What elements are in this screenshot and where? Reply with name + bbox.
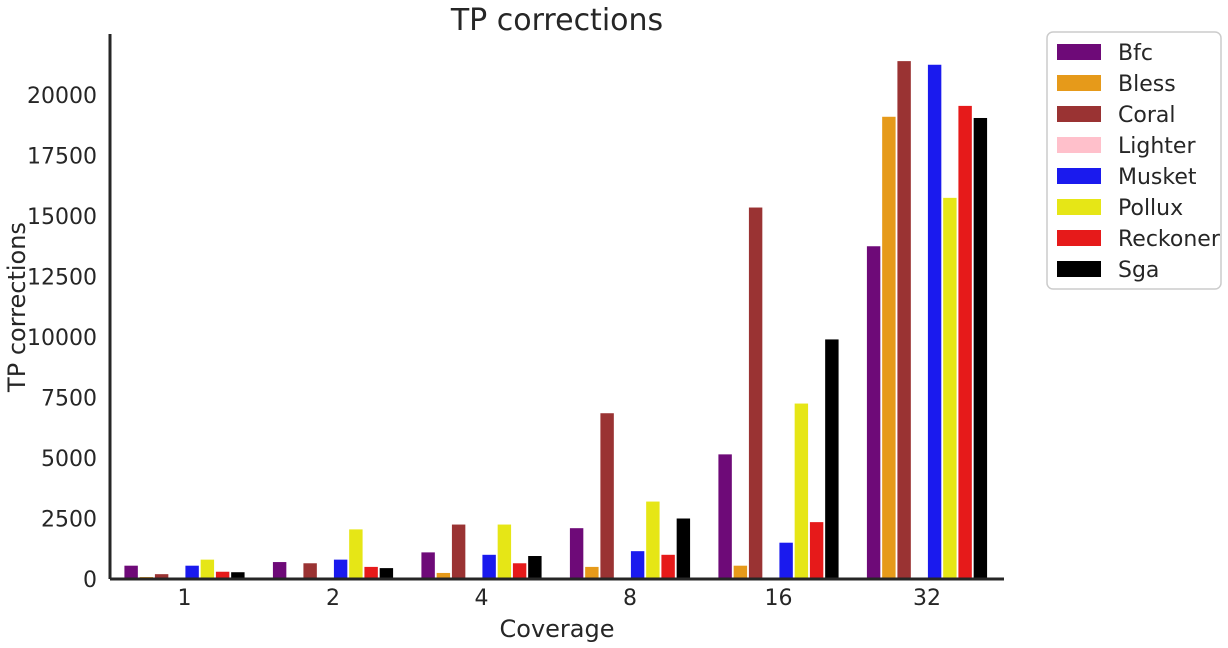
bar-bfc-32 xyxy=(866,246,881,579)
legend-label-coral: Coral xyxy=(1118,103,1175,128)
bar-bfc-1 xyxy=(124,565,138,579)
y-tick-label: 20000 xyxy=(27,84,97,109)
bar-bless-16 xyxy=(733,565,748,579)
legend-label-sga: Sga xyxy=(1118,258,1159,283)
bar-bfc-4 xyxy=(421,552,435,579)
legend-frame xyxy=(1046,31,1222,290)
y-tick-label: 10000 xyxy=(27,326,97,351)
x-tick-label: 4 xyxy=(475,586,489,611)
bar-reckoner-2 xyxy=(364,566,378,579)
bar-sga-16 xyxy=(825,339,839,579)
y-tick-label: 12500 xyxy=(27,266,97,291)
bar-bfc-16 xyxy=(718,454,732,579)
bar-reckoner-8 xyxy=(661,554,675,579)
y-tick-label: 0 xyxy=(83,568,97,593)
bar-bfc-8 xyxy=(569,528,584,579)
bar-coral-2 xyxy=(303,563,317,579)
legend: Bfc Bless Coral Lighter Musket Pollux Reckoner… xyxy=(1046,31,1222,290)
y-tick-label: 15000 xyxy=(27,205,97,230)
legend-swatch-reckoner xyxy=(1057,230,1101,246)
legend-swatch-coral xyxy=(1057,106,1101,122)
legend-label-lighter: Lighter xyxy=(1118,134,1196,159)
bar-bless-4 xyxy=(436,572,451,579)
bar-bless-32 xyxy=(882,116,896,579)
y-tick-label: 17500 xyxy=(27,145,97,170)
y-ticks: 0 2500 5000 7500 10000 12500 15000 17500 20000 xyxy=(27,84,97,593)
bar-reckoner-4 xyxy=(512,563,527,579)
legend-swatch-musket xyxy=(1057,168,1101,184)
legend-swatch-bless xyxy=(1057,75,1101,91)
bar-pollux-16 xyxy=(794,403,809,579)
bar-pollux-4 xyxy=(497,524,512,579)
bar-coral-1 xyxy=(154,574,169,579)
bar-musket-2 xyxy=(333,559,348,579)
legend-swatch-pollux xyxy=(1057,199,1101,215)
bar-sga-4 xyxy=(528,556,542,579)
bar-pollux-2 xyxy=(349,529,363,579)
bar-coral-16 xyxy=(748,207,763,579)
bar-sga-2 xyxy=(379,568,394,579)
bar-pollux-1 xyxy=(200,559,215,579)
bar-coral-32 xyxy=(897,61,911,580)
x-tick-label: 1 xyxy=(178,586,192,611)
bar-pollux-8 xyxy=(646,501,660,579)
bar-musket-16 xyxy=(779,542,793,579)
legend-swatch-lighter xyxy=(1057,137,1101,153)
bar-reckoner-1 xyxy=(215,571,230,579)
legend-swatch-sga xyxy=(1057,261,1101,277)
legend-label-bfc: Bfc xyxy=(1118,41,1153,66)
x-axis-label: Coverage xyxy=(500,615,615,643)
bar-coral-4 xyxy=(451,524,466,579)
bar-sga-8 xyxy=(676,518,691,579)
bar-sga-1 xyxy=(231,572,245,579)
bar-bless-8 xyxy=(585,566,599,579)
bar-bfc-2 xyxy=(272,562,287,579)
bar-musket-1 xyxy=(185,565,199,579)
legend-label-reckoner: Reckoner xyxy=(1118,227,1221,252)
x-tick-label: 2 xyxy=(326,586,340,611)
x-ticks: 1 2 4 8 16 32 xyxy=(178,586,942,611)
bar-pollux-32 xyxy=(943,197,957,579)
legend-label-pollux: Pollux xyxy=(1118,196,1183,221)
x-tick-label: 32 xyxy=(913,586,941,611)
y-tick-label: 2500 xyxy=(41,508,97,533)
bar-musket-32 xyxy=(927,64,942,579)
bar-reckoner-16 xyxy=(809,522,824,579)
y-tick-label: 7500 xyxy=(41,387,97,412)
y-axis-label: TP corrections xyxy=(3,222,31,393)
x-tick-label: 8 xyxy=(623,586,637,611)
bar-sga-32 xyxy=(973,117,988,580)
legend-label-bless: Bless xyxy=(1118,72,1176,97)
bar-reckoner-32 xyxy=(958,105,972,579)
legend-label-musket: Musket xyxy=(1118,165,1197,190)
bars-group xyxy=(124,61,988,580)
legend-swatch-bfc xyxy=(1057,44,1101,60)
y-tick-label: 5000 xyxy=(41,447,97,472)
chart-title: TP corrections xyxy=(450,3,663,38)
bar-musket-8 xyxy=(630,551,645,579)
bar-musket-4 xyxy=(482,554,496,579)
x-tick-label: 16 xyxy=(765,586,793,611)
bar-coral-8 xyxy=(600,413,614,579)
